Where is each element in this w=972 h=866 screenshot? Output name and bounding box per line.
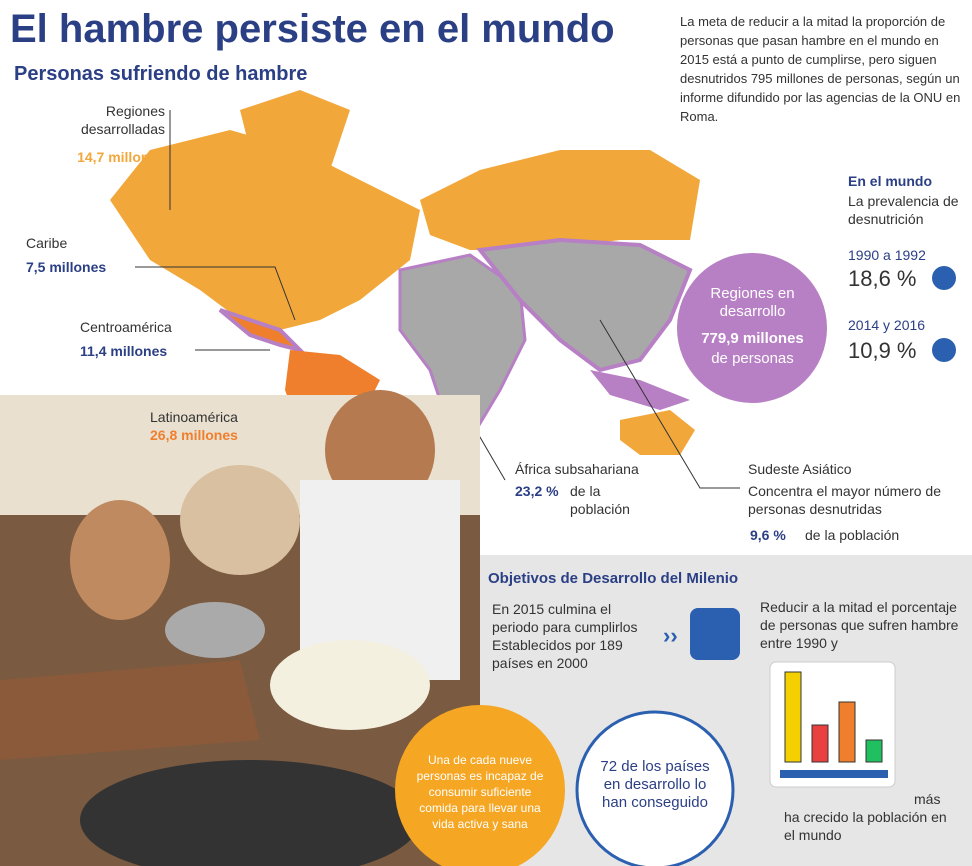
greenland [240,90,350,180]
objectives-title: Objetivos de Desarrollo del Milenio [488,570,739,587]
region-label: Caribe [26,235,68,251]
region-label: Regiones desarrolladas [80,103,165,137]
africa-label: África subsahariana [515,461,639,477]
bar-icon [769,661,896,788]
region-label: Centroamérica [80,319,172,335]
asia [476,237,693,373]
period-label: 1990 a 1992 [848,247,926,263]
growth: más ha crecido la población en el mundo [784,791,947,843]
europe-russia [420,150,700,250]
africa-value: 23,2 % [515,483,559,499]
one-in-nine: Una de cada nueve personas es incapaz de… [416,753,544,831]
period-label: 2014 y 2016 [848,317,926,333]
region-value: 14,7 millones [77,149,165,165]
north-america [110,130,420,330]
developing-label: Regiones en desarrollo [710,285,795,320]
southeast-asia [590,370,690,410]
objectives-year: En 2015 culmina el periodo para cumplirl… [492,601,638,671]
world-text: La prevalencia de desnutrición [848,193,959,227]
achieved-circle [575,710,735,866]
region-value: 7,5 millones [26,259,107,275]
region-value: 11,4 millones [80,343,168,359]
one-in-nine-circle [395,705,565,866]
pot [80,760,420,866]
central-america [218,308,307,354]
arrows: ›› [663,623,678,648]
down-icon [932,266,956,290]
region-value: 26,8 millones [150,427,238,443]
period-value: 18,6 % [848,266,917,291]
se-text: Concentra el mayor número de personas de… [748,483,941,517]
se-label: Sudeste Asiático [748,461,852,477]
bowl [165,602,265,658]
africa-unit: de la población [570,483,630,517]
region-label: Latinoamérica [150,409,238,425]
intro: La meta de reducir a la mitad la proporc… [680,14,961,124]
child [180,465,300,575]
plate [270,640,430,730]
developing-circle [677,253,827,403]
subtitle: Personas sufriendo de hambre [14,63,308,85]
title: El hambre persiste en el mundo [10,7,615,51]
period-value: 10,9 % [848,338,917,363]
australia [620,410,695,455]
developing-value: 779,9 millones [701,330,804,347]
child [70,500,170,620]
se-unit: de la población [805,527,900,543]
achieved: 72 de los países en desarrollo lo han co… [600,758,710,811]
down-icon [932,338,956,362]
chart-icon [690,608,740,660]
objectives-goal: Reducir a la mitad el porcentaje de pers… [760,599,959,651]
se-value: 9,6 % [750,527,786,543]
leader [135,266,296,321]
africa [398,253,527,442]
developing-unit: de personas [711,350,794,367]
world-title: En el mundo [848,173,932,189]
leader [599,319,740,489]
arm [0,660,260,760]
